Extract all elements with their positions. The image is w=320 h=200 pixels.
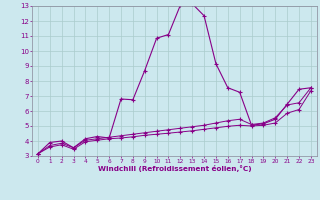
X-axis label: Windchill (Refroidissement éolien,°C): Windchill (Refroidissement éolien,°C) [98, 165, 251, 172]
